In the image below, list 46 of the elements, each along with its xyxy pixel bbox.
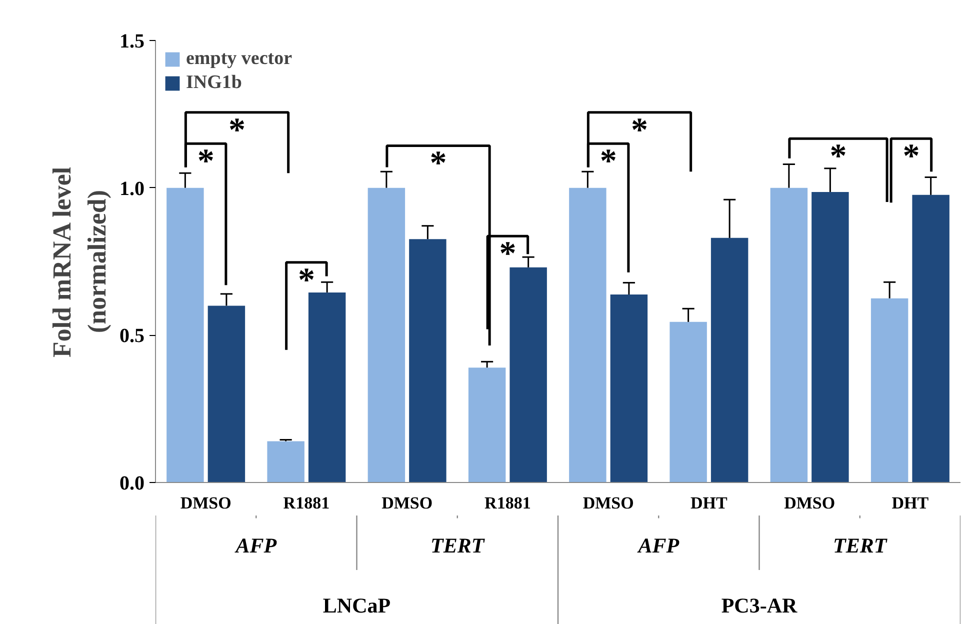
x-tick-label: R1881: [283, 494, 330, 512]
annotation: *: [631, 112, 648, 149]
text: LNCaP: [322, 593, 391, 618]
annotation: *: [298, 262, 315, 299]
bar: [409, 239, 446, 482]
bar: [569, 188, 606, 482]
bar: [770, 188, 808, 482]
x-tick-label: DMSO: [582, 494, 634, 512]
x-tick-label: DMSO: [784, 494, 836, 512]
annotation: *: [499, 236, 516, 273]
bar: [870, 298, 908, 482]
y-tick-label: 0.0: [120, 472, 144, 494]
text: PC3-AR: [721, 593, 798, 618]
text: AFP: [234, 533, 277, 558]
bar: [610, 294, 648, 482]
annotation: *: [902, 138, 920, 176]
bar: [812, 192, 849, 482]
text: TERT: [430, 533, 486, 558]
x-tick-label: R1881: [484, 494, 531, 512]
annotation: *: [197, 143, 214, 180]
legend-label: ING1b: [186, 72, 242, 94]
bar: [267, 441, 304, 482]
x-tick-label: DHT: [690, 494, 728, 512]
y-axis-title: Fold mRNA level (normalized): [48, 166, 112, 358]
legend-label: empty vector: [186, 48, 292, 70]
bar: [670, 322, 707, 482]
y-tick-label: 1.5: [120, 30, 144, 52]
bar: [368, 188, 406, 482]
bar: [208, 306, 246, 482]
x-tick-label: DMSO: [382, 494, 433, 512]
x-tick-label: DHT: [892, 494, 930, 512]
x-tick-label: DMSO: [180, 494, 232, 512]
y-tick-label: 0.5: [120, 325, 144, 348]
text: TERT: [833, 533, 888, 558]
bar: [468, 368, 506, 482]
bar: [912, 194, 950, 482]
text: AFP: [636, 533, 680, 558]
bar: [308, 292, 346, 482]
annotation: *: [830, 138, 847, 176]
bar: [710, 238, 748, 482]
annotation: *: [430, 145, 447, 182]
annotation: *: [600, 143, 617, 180]
bar: [510, 267, 547, 482]
y-tick-label: 1.0: [120, 178, 144, 200]
annotation: *: [228, 112, 246, 149]
bar: [166, 188, 204, 482]
